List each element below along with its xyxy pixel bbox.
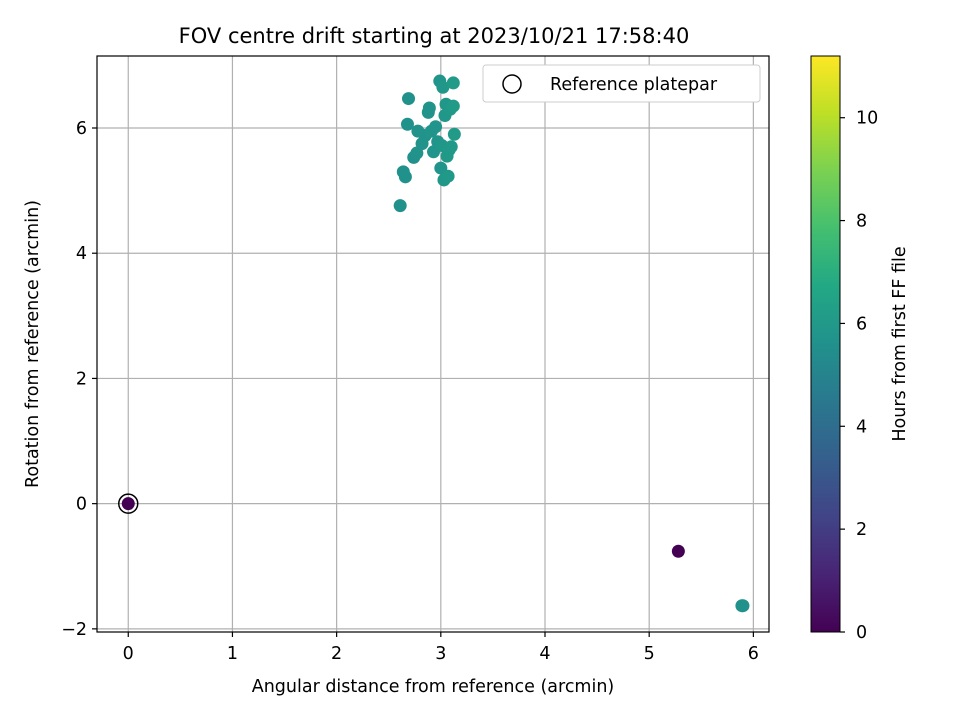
- scatter-point: [446, 99, 460, 113]
- grid: [97, 56, 769, 632]
- scatter-point: [447, 127, 461, 141]
- y-tick-label: 4: [76, 244, 87, 264]
- scatter-point: [444, 140, 458, 154]
- x-tick-label: 0: [123, 644, 134, 664]
- scatter-point: [446, 76, 460, 90]
- reference-marker: [118, 493, 139, 514]
- scatter-point: [441, 169, 455, 183]
- x-ticks: 0 1 2 3 4 5 6: [123, 632, 759, 664]
- colorbar-label: Hours from first FF file: [890, 246, 910, 441]
- scatter-point: [671, 544, 685, 558]
- legend: Reference platepar: [482, 64, 761, 103]
- legend-reference-marker: [502, 74, 522, 94]
- y-tick-label: 0: [76, 495, 87, 515]
- reference-platepar-marker: [118, 493, 139, 514]
- scatter-point: [400, 117, 414, 131]
- scatter-point: [436, 80, 450, 94]
- colorbar-tick-label: 0: [856, 623, 867, 643]
- y-tick-label: −2: [61, 620, 87, 640]
- scatter-point: [398, 170, 412, 184]
- scatter-point: [422, 101, 436, 115]
- colorbar: 0 2 4 6 8 10 Hours from first FF file: [810, 55, 910, 643]
- y-tick-label: 2: [76, 369, 87, 389]
- x-tick-label: 5: [644, 644, 655, 664]
- colorbar-tick-label: 10: [856, 109, 878, 129]
- colorbar-tick-label: 4: [856, 417, 867, 437]
- legend-entry-reference: Reference platepar: [550, 75, 718, 95]
- legend-box: [482, 64, 761, 103]
- scatter-point: [121, 497, 135, 511]
- colorbar-tick-label: 6: [856, 314, 867, 334]
- y-tick-label: 6: [76, 119, 87, 139]
- colorbar-tick-label: 8: [856, 212, 867, 232]
- scatter-point: [736, 599, 750, 613]
- x-tick-label: 6: [748, 644, 759, 664]
- y-axis-label: Rotation from reference (arcmin): [23, 200, 43, 488]
- colorbar-gradient: [810, 55, 841, 633]
- y-ticks: −2 0 2 4 6: [61, 119, 97, 640]
- x-tick-label: 3: [435, 644, 446, 664]
- scatter-points: [121, 74, 750, 613]
- scatter-point: [402, 92, 416, 106]
- colorbar-tick-label: 2: [856, 520, 867, 540]
- scatter-point: [393, 199, 407, 213]
- chart-title: FOV centre drift starting at 2023/10/21 …: [179, 24, 690, 48]
- x-tick-label: 4: [539, 644, 550, 664]
- x-axis-label: Angular distance from reference (arcmin): [252, 677, 615, 697]
- scatter-point: [429, 120, 443, 134]
- x-tick-label: 1: [227, 644, 238, 664]
- x-tick-label: 2: [331, 644, 342, 664]
- colorbar-ticks: 0 2 4 6 8 10: [840, 109, 878, 643]
- plot-frame: [96, 55, 770, 633]
